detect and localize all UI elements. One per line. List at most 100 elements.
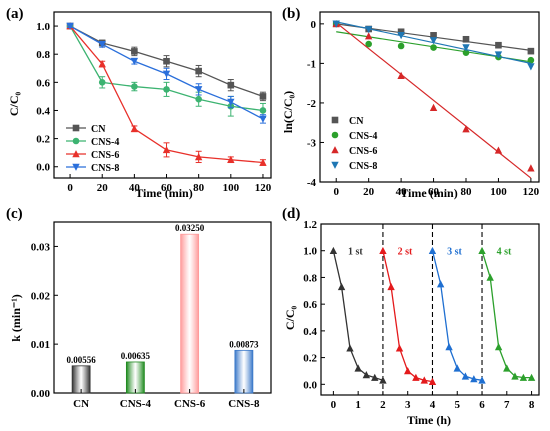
data-point-CNS-6 [227, 155, 235, 164]
legend-marker-CNS-6 [72, 150, 80, 158]
panel-a-xtick-label: 40 [129, 182, 141, 194]
legend-marker-CNS-4 [331, 131, 339, 139]
data-point-CNS-4 [527, 56, 535, 64]
panel-d-xtick-label: 8 [529, 399, 535, 411]
data-point-CNS-4 [462, 49, 470, 57]
data-point-4 st [494, 343, 503, 351]
panel-b-frame [319, 11, 540, 183]
panel-b-ytick-label: -2 [307, 98, 317, 110]
data-point-CNS-6 [98, 60, 106, 68]
data-point-4 st [478, 246, 486, 255]
data-point-CN [163, 57, 170, 65]
data-point-CNS-8 [98, 41, 106, 49]
category-label-CNS-6: CNS-6 [174, 398, 206, 410]
data-point-4 st [511, 372, 519, 380]
data-point-CNS-8 [130, 57, 139, 66]
data-point-1 st [346, 344, 354, 352]
data-point-CNS-8 [462, 44, 470, 52]
data-point-CNS-6 [364, 32, 373, 40]
data-point-2 st [387, 282, 395, 291]
data-point-3 st [478, 376, 486, 384]
data-point-CN [397, 28, 405, 36]
category-label-CN: CN [73, 398, 89, 410]
data-point-3 st [445, 343, 453, 351]
panel-b-xtick-label: 100 [490, 186, 507, 198]
panel-d-xtick-label: 4 [430, 399, 436, 411]
legend-marker-CN [331, 116, 339, 124]
panel-b-xtick-label: 0 [333, 186, 339, 198]
panel-a-ytick-label: 0.0 [36, 162, 50, 174]
panel-b-xtick-label: 40 [396, 186, 408, 198]
legend-label-CNS-4: CNS-4 [91, 137, 119, 148]
cycle-line-3 st [431, 250, 483, 381]
data-point-CNS-8 [162, 70, 171, 78]
panel-a-xtick-label: 120 [255, 182, 272, 194]
panel-a-ytick-label: 0.8 [36, 49, 50, 61]
panel-a-ytick-label: 1.0 [36, 21, 50, 33]
panel-d-ylabel: C/C₀ [283, 305, 297, 330]
panel-d-xtick-label: 7 [504, 399, 510, 411]
legend-label-CNS-6: CNS-6 [91, 150, 119, 161]
legend-label-CNS-8: CNS-8 [349, 161, 377, 172]
data-point-CNS-8 [397, 32, 405, 40]
data-point-CNS-8 [227, 98, 235, 106]
cycle-line-4 st [481, 250, 532, 379]
panel-a-ylabel: C/C₀ [7, 91, 21, 116]
data-point-CNS-6 [130, 124, 139, 133]
panel-b-xtick-label: 120 [523, 186, 540, 198]
panel-a-ytick-label: 0.2 [36, 134, 50, 146]
data-point-CNS-6 [259, 158, 267, 166]
panel-c-ytick-label: 0.01 [31, 339, 50, 351]
data-point-CNS-4 [259, 107, 267, 114]
panel-b-ylabel: ln(C/C₀) [281, 91, 295, 133]
data-point-4 st [486, 273, 494, 281]
data-point-1 st [379, 376, 387, 384]
data-point-CNS-6 [462, 125, 470, 133]
data-point-CN [430, 32, 437, 39]
bar-CNS-8 [234, 349, 254, 394]
data-point-2 st [404, 367, 412, 375]
data-point-2 st [379, 246, 387, 255]
data-point-CNS-8 [527, 63, 535, 71]
legend-label-CNS-4: CNS-4 [349, 131, 377, 142]
data-point-CN [131, 48, 138, 55]
panel-c-ytick-label: 0.02 [31, 290, 51, 302]
cycle-line-2 st [382, 250, 433, 383]
data-point-2 st [395, 344, 404, 352]
cycle-line-1 st [332, 250, 384, 381]
panel-b-xtick-label: 60 [428, 186, 440, 198]
data-point-CNS-8 [66, 22, 74, 30]
bar-value-label-CNS-8: 0.00873 [229, 339, 259, 349]
panel-a-xtick-label: 0 [67, 182, 73, 194]
data-point-4 st [527, 373, 536, 381]
data-point-3 st [436, 280, 445, 288]
panel-c-ytick-label: 0.00 [31, 388, 51, 400]
panel-b-ytick-label: -4 [307, 177, 317, 189]
bar-value-label-CN: 0.00556 [67, 355, 97, 365]
data-point-CNS-6 [194, 152, 203, 161]
panel-d-frame [320, 223, 540, 396]
panel-d-ytick-label: 0.6 [303, 299, 317, 311]
data-point-CNS-8 [332, 20, 340, 28]
data-point-CNS-8 [259, 115, 267, 123]
panel-label-b: (b) [282, 6, 300, 22]
data-point-1 st [337, 282, 346, 291]
panel-a-ytick-label: 0.6 [36, 77, 50, 89]
panel-d-xtick-label: 0 [331, 399, 337, 411]
data-point-1 st [362, 371, 371, 379]
legend-label-CNS-8: CNS-8 [91, 163, 119, 174]
data-point-1 st [329, 246, 338, 255]
panel-d-ytick-label: 1.0 [303, 246, 317, 258]
data-point-4 st [503, 364, 511, 372]
panel-b-ytick-label: -3 [307, 137, 317, 149]
legend-marker-CNS-8 [72, 163, 80, 171]
legend-marker-CNS-6 [331, 146, 339, 154]
panel-c-frame [53, 221, 272, 394]
data-point-CN [527, 47, 535, 55]
panel-d-ytick-label: 0.0 [303, 379, 317, 391]
data-point-CN [462, 35, 470, 43]
cycle-label-1 st: 1 st [348, 247, 363, 258]
panel-d-ytick-label: 0.2 [303, 353, 317, 365]
panel-label-d: (d) [282, 206, 300, 222]
